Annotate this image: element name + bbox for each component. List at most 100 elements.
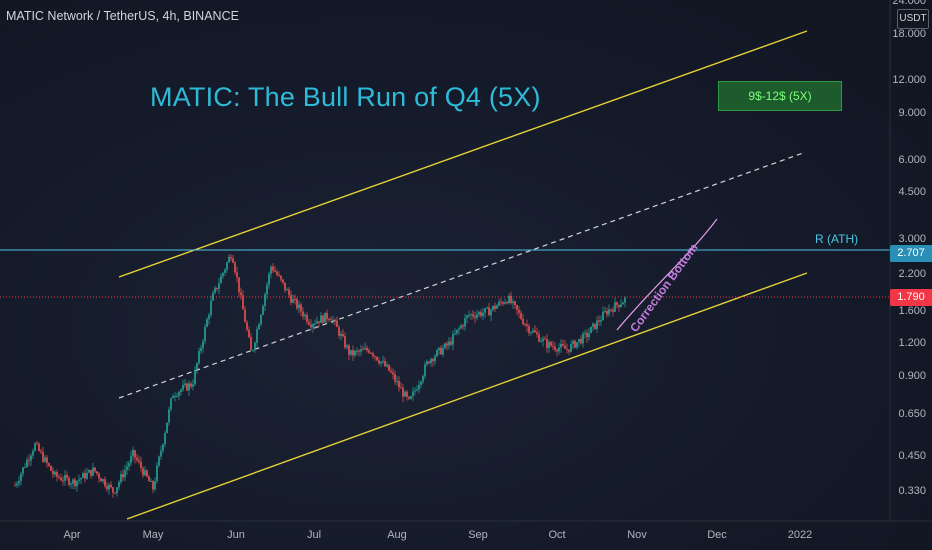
- candle-body: [322, 315, 324, 323]
- candle-body: [330, 319, 332, 321]
- candle-body: [108, 484, 110, 490]
- candle-body: [472, 314, 474, 317]
- candle-body: [616, 302, 618, 305]
- time-tick-label: Jun: [227, 529, 245, 541]
- candle-body: [488, 307, 490, 316]
- candle-body: [452, 334, 454, 345]
- candle-body: [14, 485, 16, 487]
- candle-body: [566, 348, 568, 350]
- candle-body: [596, 320, 598, 329]
- candle-body: [140, 461, 142, 469]
- candle-body: [286, 289, 288, 291]
- candle-body: [562, 343, 564, 346]
- candle-body: [176, 395, 178, 397]
- candle-body: [614, 302, 616, 312]
- candle-body: [448, 341, 450, 346]
- candle-body: [134, 450, 136, 458]
- candle-body: [392, 372, 394, 375]
- price-tick-label: 1.200: [898, 337, 926, 350]
- candle-body: [180, 389, 182, 392]
- candle-body: [462, 325, 464, 327]
- price-tick-label: 1.600: [898, 304, 926, 317]
- price-tick-label: 3.000: [898, 232, 926, 245]
- candle-body: [538, 334, 540, 342]
- candle-body: [38, 443, 40, 451]
- candle-body: [268, 273, 270, 285]
- candle-body: [246, 322, 248, 330]
- price-tick-label: 18.000: [892, 28, 926, 40]
- candle-body: [386, 364, 388, 367]
- candle-body: [162, 444, 164, 451]
- candle-body: [400, 387, 402, 389]
- candle-body: [102, 479, 104, 482]
- candle-body: [620, 304, 622, 307]
- candle-body: [376, 356, 378, 361]
- candle-body: [116, 487, 118, 494]
- candle-body: [528, 326, 530, 333]
- channel-upper-line[interactable]: [118, 30, 808, 278]
- candle-body: [72, 479, 74, 484]
- candle-body: [266, 284, 268, 295]
- candle-body: [192, 384, 194, 387]
- ath-price-tag: 2.707: [890, 245, 932, 262]
- candle-body: [256, 329, 258, 343]
- candle-body: [564, 345, 566, 349]
- candle-body: [534, 330, 536, 333]
- candle-body: [508, 295, 510, 304]
- candle-body: [416, 389, 418, 391]
- correction-bottom-curve[interactable]: [616, 218, 718, 331]
- candle-body: [22, 467, 24, 474]
- candle-body: [422, 376, 424, 382]
- candle-body: [218, 283, 220, 289]
- channel-lower-line[interactable]: [126, 272, 808, 520]
- candle-body: [104, 479, 106, 487]
- candle-body: [262, 306, 264, 315]
- candle-body: [612, 309, 614, 312]
- candle-body: [466, 315, 468, 319]
- candle-body: [258, 324, 260, 330]
- target-box[interactable]: 9$-12$ (5X): [718, 81, 842, 111]
- candle-body: [478, 312, 480, 315]
- candle-body: [110, 484, 112, 488]
- candle-body: [622, 302, 624, 305]
- candle-body: [94, 467, 96, 472]
- candle-body: [240, 292, 242, 296]
- candle-body: [300, 304, 302, 312]
- candle-body: [284, 282, 286, 291]
- candle-body: [252, 350, 254, 352]
- candle-body: [320, 315, 322, 324]
- candle-body: [264, 294, 266, 307]
- candle-body: [278, 274, 280, 276]
- candle-body: [406, 391, 408, 397]
- candle-body: [206, 319, 208, 327]
- currency-unit-badge[interactable]: USDT: [897, 9, 929, 29]
- candle-body: [198, 350, 200, 364]
- candle-body: [282, 279, 284, 283]
- candle-body: [434, 356, 436, 362]
- candle-body: [74, 479, 76, 487]
- candle-body: [502, 302, 504, 304]
- target-box-label: 9$-12$ (5X): [748, 89, 812, 103]
- candle-body: [546, 339, 548, 349]
- candle-body: [354, 350, 356, 356]
- candle-body: [234, 262, 236, 273]
- candle-body: [70, 483, 72, 485]
- candle-body: [232, 258, 234, 263]
- candle-body: [402, 387, 404, 397]
- current-price-tag: 1.790: [890, 289, 932, 306]
- candle-body: [382, 360, 384, 362]
- candlestick-series: [14, 254, 626, 498]
- candle-body: [16, 483, 18, 486]
- candle-body: [112, 487, 114, 493]
- channel-midline-dashed[interactable]: [118, 152, 804, 399]
- candle-body: [126, 466, 128, 470]
- time-tick-label: Oct: [548, 529, 566, 541]
- symbol-header[interactable]: MATIC Network / TetherUS, 4h, BINANCE: [6, 9, 239, 23]
- candle-body: [182, 385, 184, 390]
- candle-body: [122, 473, 124, 478]
- price-tick-label: 9.000: [898, 107, 926, 120]
- candle-body: [380, 361, 382, 364]
- candle-body: [490, 309, 492, 316]
- candle-body: [370, 352, 372, 354]
